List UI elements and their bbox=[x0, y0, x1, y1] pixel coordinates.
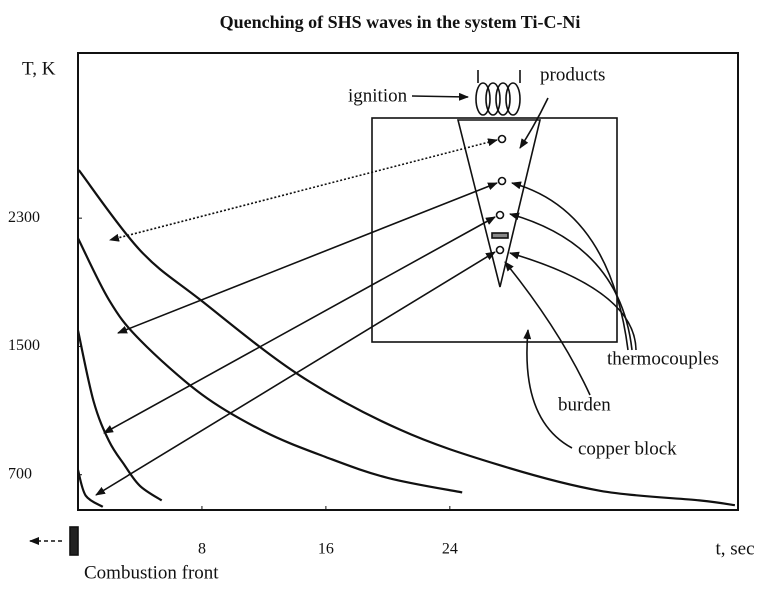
chart-title: Quenching of SHS waves in the system Ti-… bbox=[220, 12, 581, 32]
annotation: copper block bbox=[578, 438, 677, 459]
chart: Quenching of SHS waves in the system Ti-… bbox=[0, 0, 769, 586]
y-tick-label: 1500 bbox=[8, 337, 40, 354]
curve bbox=[78, 238, 462, 492]
annotation: Combustion front bbox=[84, 562, 219, 583]
combustion-zone bbox=[492, 233, 508, 238]
y-tick-label: 700 bbox=[8, 465, 32, 482]
x-tick-label: 16 bbox=[318, 541, 334, 558]
x-tick-label: 24 bbox=[442, 541, 458, 558]
annotation: burden bbox=[558, 394, 611, 415]
x-axis-label: t, sec bbox=[715, 538, 754, 559]
annotation: products bbox=[540, 64, 605, 85]
annotation: ignition bbox=[348, 85, 408, 106]
y-axis-label: T, K bbox=[22, 58, 56, 79]
ignition-coil bbox=[476, 70, 520, 115]
y-tick-label: 2300 bbox=[8, 209, 40, 226]
inset-diagram bbox=[30, 70, 636, 555]
page: {"chart_data": { "type": "line", "title"… bbox=[0, 0, 769, 586]
front-symbol bbox=[70, 527, 78, 555]
annotation: thermocouples bbox=[607, 348, 719, 369]
burden-cone bbox=[458, 120, 540, 287]
curve bbox=[78, 470, 103, 507]
curve bbox=[78, 330, 162, 500]
x-tick-label: 8 bbox=[198, 541, 206, 558]
